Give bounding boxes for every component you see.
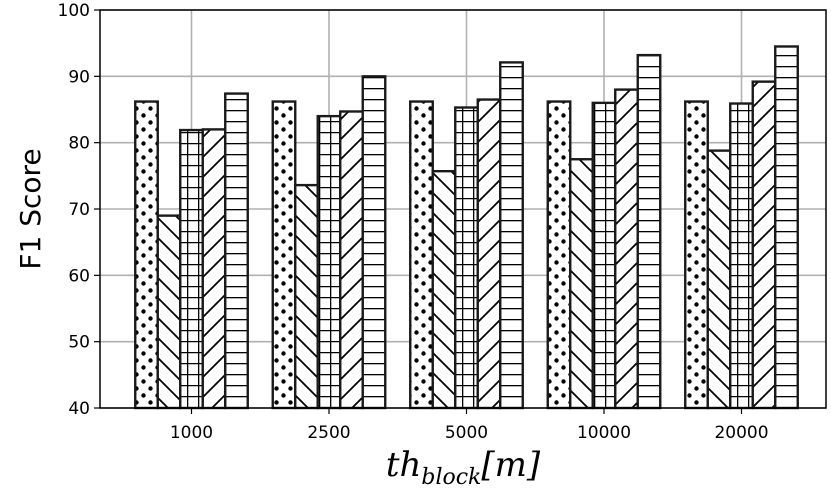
bar-series-2-5000	[431, 169, 457, 410]
bar-series-3-1000	[179, 128, 204, 410]
bar-series-4-2500	[339, 110, 364, 410]
bar-series-3-2500	[316, 114, 342, 410]
y-tick-label: 80	[68, 134, 90, 154]
y-tick-label: 90	[68, 67, 90, 87]
bar-series-1-2500	[271, 100, 297, 410]
bar-series-3-10000	[591, 101, 617, 410]
y-tick-label: 70	[68, 200, 90, 220]
bar-series-4-5000	[476, 98, 502, 410]
bar-series-5-5000	[499, 61, 524, 410]
bar-series-5-10000	[636, 53, 662, 410]
y-tick-label: 50	[68, 333, 90, 353]
bar-series-4-10000	[614, 88, 639, 410]
bar-series-5-1000	[224, 92, 249, 410]
bar-series-1-5000	[409, 100, 434, 410]
x-tick-label: 5000	[445, 423, 488, 443]
bars	[134, 45, 799, 410]
bar-series-4-1000	[201, 128, 227, 410]
x-axis-label-sub: block	[421, 465, 481, 490]
bar-series-5-2500	[361, 75, 387, 410]
bar-series-3-5000	[454, 106, 479, 410]
x-axis-label-main: th	[386, 445, 422, 485]
bar-series-2-20000	[706, 149, 732, 410]
y-tick-label: 40	[68, 399, 90, 419]
bar-series-1-1000	[134, 100, 159, 410]
bar-series-5-20000	[774, 45, 799, 410]
x-tick-label: 1000	[170, 423, 213, 443]
y-tick-label: 60	[68, 266, 90, 286]
x-axis-label: thblock[m]	[386, 445, 541, 490]
bar-series-3-20000	[729, 102, 754, 410]
x-tick-label: 2500	[307, 423, 350, 443]
bar-series-2-2500	[294, 183, 319, 410]
bar-series-1-20000	[684, 100, 709, 410]
y-tick-label: 100	[58, 1, 90, 21]
tick-labels: 40 50 60 70 80 90 100 1000 2500 5000 10000 20000	[58, 1, 769, 443]
bar-series-2-10000	[569, 158, 594, 410]
bar-series-1-10000	[546, 100, 572, 410]
y-axis-label: F1 Score	[14, 148, 47, 269]
bar-series-2-1000	[156, 214, 182, 410]
x-tick-label: 20000	[714, 423, 768, 443]
x-tick-label: 10000	[577, 423, 631, 443]
bar-series-4-20000	[751, 80, 777, 410]
x-axis-label-unit: [m]	[481, 445, 541, 485]
